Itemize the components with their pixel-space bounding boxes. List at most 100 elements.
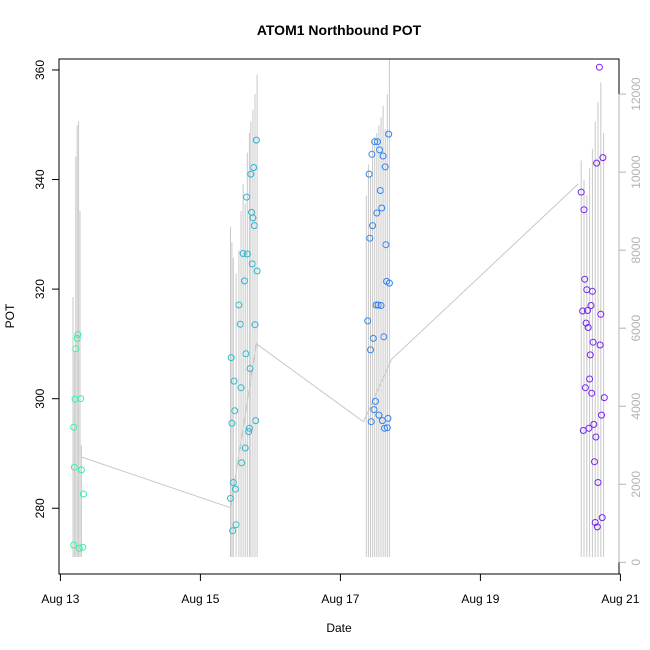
y-tick-label: 320 xyxy=(33,279,47,299)
data-point xyxy=(599,154,607,162)
data-point xyxy=(585,424,593,432)
y-tick-label: 340 xyxy=(33,169,47,189)
y2-tick-label: 6000 xyxy=(629,315,643,342)
data-point xyxy=(227,494,234,502)
data-point xyxy=(371,397,379,405)
data-point xyxy=(598,514,606,522)
data-point xyxy=(236,320,244,328)
data-point xyxy=(72,345,80,353)
data-point xyxy=(580,206,588,214)
data-point xyxy=(70,541,78,549)
y-axis-label: POT xyxy=(3,303,17,328)
data-point xyxy=(253,267,261,275)
data-point xyxy=(74,331,82,339)
data-point xyxy=(77,466,85,474)
data-point xyxy=(382,241,390,249)
data-point xyxy=(70,463,78,471)
data-point xyxy=(590,420,598,428)
data-point xyxy=(231,407,239,415)
data-point xyxy=(581,384,589,392)
y2-tick-label: 12000 xyxy=(629,77,643,111)
data-point xyxy=(588,389,596,397)
data-point xyxy=(238,459,246,467)
x-axis-label: Date xyxy=(326,621,352,635)
data-point xyxy=(592,433,600,441)
data-point xyxy=(367,346,374,354)
y-axis-right: 0 2000 4000 6000 8000 10000 12000 xyxy=(618,77,643,566)
data-point xyxy=(586,351,594,359)
data-point xyxy=(243,193,251,201)
data-point xyxy=(595,63,603,71)
data-point xyxy=(251,321,259,329)
data-point xyxy=(232,521,240,529)
data-point xyxy=(80,490,87,498)
data-point xyxy=(247,170,255,178)
data-point xyxy=(373,209,381,217)
data-point xyxy=(369,334,377,342)
y2-tick-label: 0 xyxy=(629,559,643,566)
data-point xyxy=(364,317,372,325)
data-point xyxy=(241,277,248,285)
data-point xyxy=(245,424,253,432)
data-point xyxy=(586,375,594,383)
data-point xyxy=(596,341,604,349)
x-tick-label: Aug 19 xyxy=(461,592,499,606)
data-point xyxy=(248,260,256,268)
data-point xyxy=(365,170,373,178)
data-point xyxy=(591,458,598,466)
secondary-line-layer xyxy=(72,59,605,557)
data-point xyxy=(230,377,238,385)
data-point xyxy=(385,279,393,287)
data-point xyxy=(579,307,587,315)
data-point xyxy=(228,419,236,427)
data-point xyxy=(372,301,380,309)
data-point xyxy=(598,411,605,419)
data-point xyxy=(235,301,243,309)
data-point xyxy=(239,250,247,257)
y-tick-label: 300 xyxy=(33,388,47,408)
data-point xyxy=(369,222,377,230)
data-point xyxy=(374,301,382,309)
x-tick-label: Aug 21 xyxy=(601,592,639,606)
data-point xyxy=(594,479,602,486)
data-point xyxy=(370,406,378,414)
x-tick-label: Aug 17 xyxy=(321,592,359,606)
data-point xyxy=(581,275,589,283)
data-point xyxy=(378,204,386,212)
data-point xyxy=(385,130,393,138)
data-point xyxy=(577,188,585,196)
data-point xyxy=(597,310,605,318)
data-point xyxy=(79,543,87,551)
data-point xyxy=(384,414,392,422)
secondary-baseline-line xyxy=(81,183,579,509)
data-point xyxy=(252,417,260,425)
y2-tick-label: 8000 xyxy=(629,237,643,264)
y2-tick-label: 4000 xyxy=(629,393,643,420)
data-point xyxy=(243,250,251,258)
chart-title: ATOM1 Northbound POT xyxy=(257,22,422,38)
data-point xyxy=(366,234,374,242)
x-tick-label: Aug 13 xyxy=(41,592,79,606)
y-tick-label: 280 xyxy=(33,498,47,518)
data-point xyxy=(377,302,385,309)
data-point xyxy=(371,138,379,146)
data-point xyxy=(245,428,253,436)
y-axis-left: 280 300 320 340 360 xyxy=(33,60,60,518)
data-point xyxy=(376,187,384,194)
data-point xyxy=(374,138,381,146)
data-point xyxy=(600,394,608,402)
y2-tick-label: 2000 xyxy=(629,471,643,498)
data-point xyxy=(593,159,601,167)
data-point xyxy=(383,424,391,432)
data-point xyxy=(376,146,384,154)
data-point xyxy=(368,150,376,158)
y-tick-label: 360 xyxy=(33,60,47,80)
data-point xyxy=(589,338,597,346)
data-point xyxy=(73,334,81,342)
data-point xyxy=(77,395,85,403)
data-point xyxy=(379,152,387,160)
data-point xyxy=(250,164,258,171)
data-point xyxy=(229,527,237,535)
data-point xyxy=(229,479,237,486)
